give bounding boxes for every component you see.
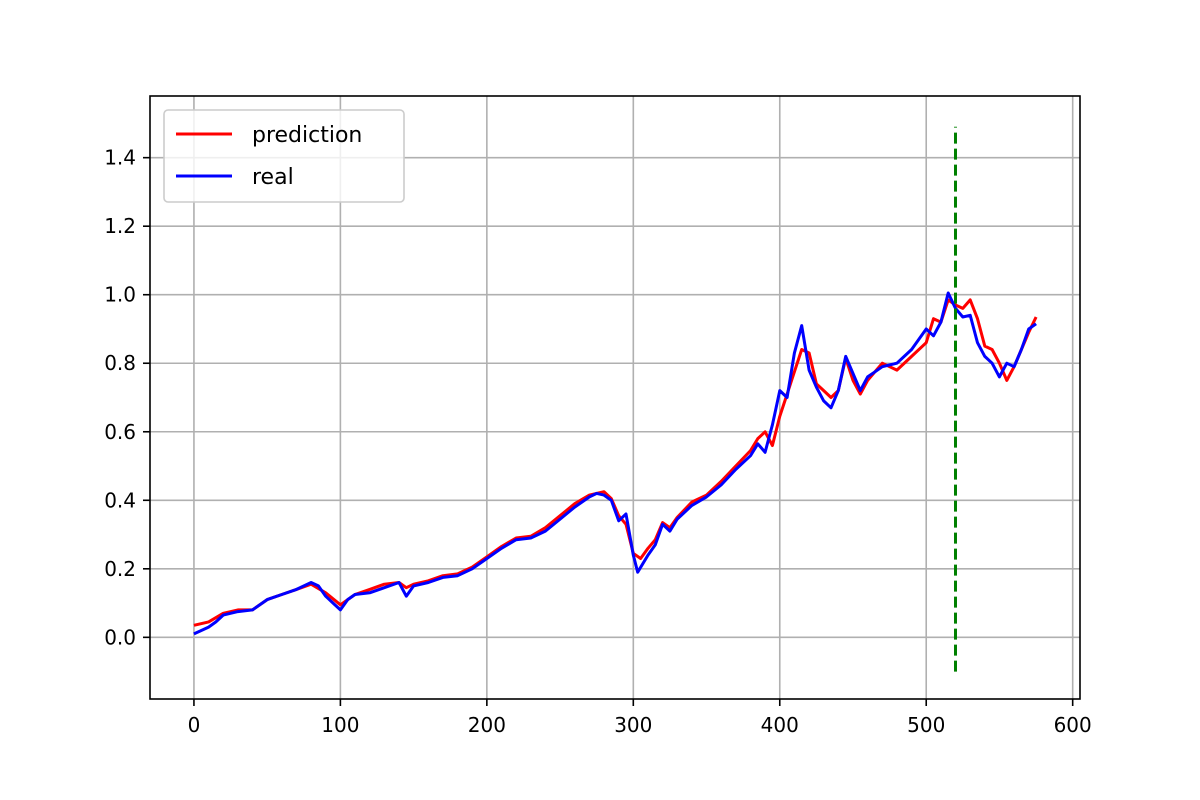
x-tick-label: 300 [614, 713, 652, 737]
x-tick-label: 200 [468, 713, 506, 737]
x-tick-label: 0 [188, 713, 201, 737]
x-tick-label: 600 [1054, 713, 1092, 737]
x-tick-label: 100 [321, 713, 359, 737]
y-tick-label: 1.2 [104, 214, 136, 238]
y-tick-label: 1.4 [104, 146, 136, 170]
x-tick-label: 400 [761, 713, 799, 737]
plot-series [193, 126, 1038, 672]
y-tick-label: 0.2 [104, 557, 136, 581]
y-tick-label: 1.0 [104, 283, 136, 307]
legend-label-real: real [252, 165, 294, 190]
y-tick-label: 0.8 [104, 351, 136, 375]
series-line-real [193, 291, 1037, 636]
y-tick-label: 0.6 [104, 420, 136, 444]
legend: prediction real [163, 109, 405, 203]
x-tick-label: 500 [907, 713, 945, 737]
legend-label-prediction: prediction [252, 123, 362, 148]
plot-frame [149, 95, 1081, 700]
y-tick-label: 0.0 [104, 625, 136, 649]
y-tick-label: 0.4 [104, 488, 136, 512]
grid-lines [150, 96, 1080, 699]
axis-ticks: 0 100 200 300 400 500 600 0.0 0.2 0.4 0.6 0.8 1.0 1.2… [104, 146, 1092, 737]
